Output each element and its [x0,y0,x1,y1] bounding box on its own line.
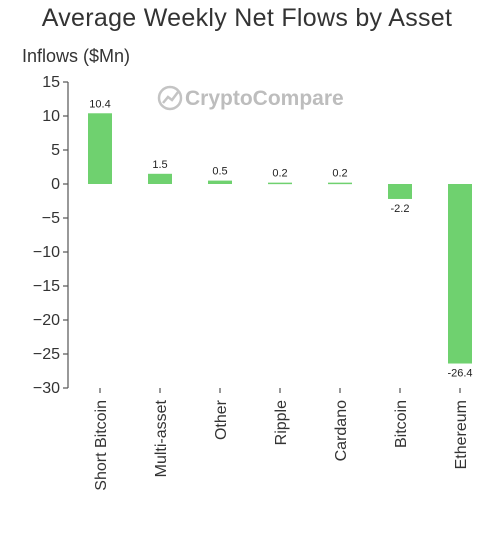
watermark-text: CryptoCompare [185,87,344,110]
y-tick-label: 10 [42,108,60,125]
y-tick-label: 5 [51,142,60,159]
bar [448,184,472,364]
x-tick-label: Bitcoin [393,400,410,448]
x-tick-label: Short Bitcoin [93,400,110,491]
data-label: 1.5 [152,159,167,171]
bar [208,180,232,184]
data-label: 10.4 [89,98,110,110]
y-tick-label: −10 [33,244,60,261]
y-tick-label: −5 [42,210,60,227]
y-tick-label: −15 [33,278,60,295]
data-label: 0.2 [332,168,347,180]
data-label: -26.4 [447,368,472,380]
y-tick-label: −30 [33,380,60,397]
x-tick-label: Other [213,399,230,440]
y-tick-label: −25 [33,346,60,363]
y-axis-label: Inflows ($Mn) [22,46,131,66]
chart-title: Average Weekly Net Flows by Asset [41,4,453,32]
bar [388,184,412,199]
bar [88,113,112,184]
y-tick-label: −20 [33,312,60,329]
y-tick-label: 15 [42,74,60,91]
data-label: 0.5 [212,166,227,178]
bar [268,182,292,185]
watermark: CryptoCompare [157,85,344,111]
x-tick-label: Multi-asset [153,399,170,477]
x-tick-label: Ripple [273,400,290,445]
x-tick-label: Ethereum [453,400,470,469]
chart-logo-icon [157,85,183,111]
data-label: 0.2 [272,168,287,180]
data-label: -2.2 [391,203,410,215]
y-tick-label: 0 [51,176,60,193]
x-tick-label: Cardano [333,400,350,461]
bar [328,182,352,185]
bar [148,173,172,184]
